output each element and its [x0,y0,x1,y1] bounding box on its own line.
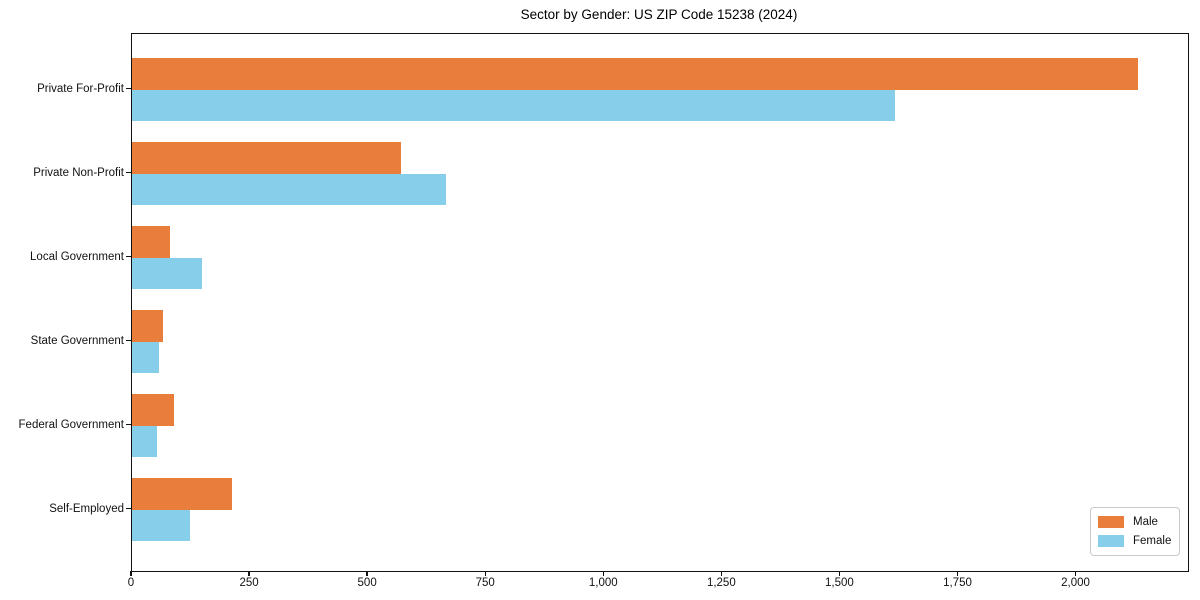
x-tick-label: 2,000 [1061,577,1090,589]
legend-label: Male [1133,516,1158,529]
bar-male-2 [132,142,402,174]
y-tick-mark [126,424,131,426]
legend: Male Female [1090,507,1180,556]
y-tick-label: Local Government [30,250,124,263]
legend-item-female: Female [1098,532,1172,549]
x-tick-mark [366,571,368,576]
bar-female-4 [132,341,159,374]
y-tick-label: Self-Employed [49,502,124,515]
x-tick-label: 750 [475,577,495,589]
x-tick-label: 1,250 [706,577,736,589]
y-tick-mark [126,88,131,90]
bar-male-3 [132,226,170,258]
x-tick-mark [956,571,959,576]
bar-female-1 [132,89,895,122]
x-tick-mark [248,571,250,576]
bar-female-5 [132,425,157,458]
legend-item-male: Male [1098,514,1172,531]
y-tick-label: Private Non-Profit [33,166,124,179]
bar-female-3 [132,257,202,290]
x-tick-mark [1074,571,1077,576]
x-tick-label: 0 [127,577,135,589]
bar-female-6 [132,509,191,542]
y-tick-label: State Government [30,334,124,347]
x-tick-mark [602,571,604,576]
y-tick-label: Federal Government [18,418,124,431]
y-tick-label: Private For-Profit [37,82,124,95]
x-tick-label: 1,000 [588,577,618,589]
legend-swatch-male [1098,516,1124,529]
x-tick-mark [130,571,132,576]
x-tick-label: 500 [357,577,377,589]
x-tick-mark [484,571,486,576]
bar-male-6 [132,478,233,510]
x-tick-label: 1,500 [825,577,854,589]
chart-title: Sector by Gender: US ZIP Code 15238 (202… [520,7,798,22]
legend-swatch-female [1098,534,1124,547]
y-tick-mark [126,340,131,342]
y-tick-mark [126,508,131,510]
y-tick-mark [126,256,131,258]
x-tick-label: 250 [239,577,259,589]
bar-male-5 [132,394,174,426]
bar-female-2 [132,173,447,206]
plot-area [131,33,1189,572]
bar-male-1 [132,58,1138,90]
legend-label: Female [1133,534,1172,547]
bar-male-4 [132,310,164,342]
x-tick-label: 1,750 [943,577,972,589]
y-tick-mark [126,172,131,174]
x-tick-mark [720,571,723,576]
x-tick-mark [838,571,841,576]
